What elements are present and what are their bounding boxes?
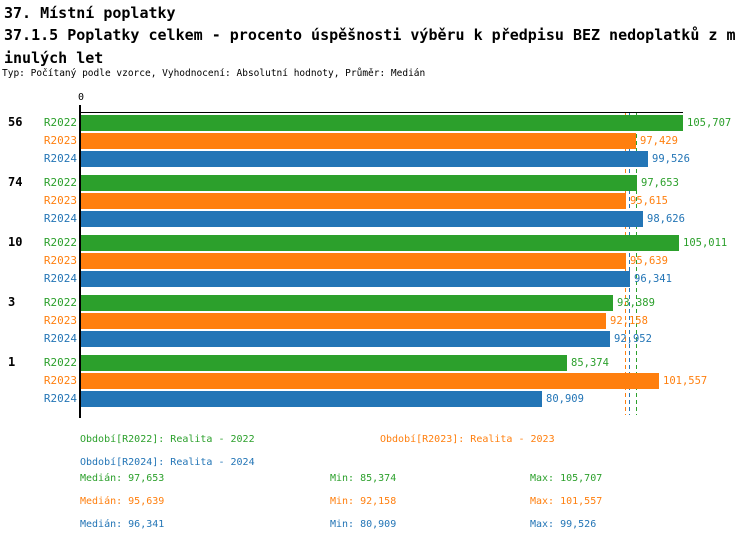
chart-title-line3: inulých let: [4, 49, 104, 67]
group-label-56: 56: [8, 115, 23, 129]
bar-r2024-group-3: [81, 331, 610, 347]
bar-value-r2024-group-74: 98,626: [647, 213, 685, 225]
bar-r2022-group-74: [81, 175, 637, 191]
row-label-r2023-group-74: R2023: [43, 194, 77, 207]
bar-value-r2024-group-1: 80,909: [546, 393, 584, 405]
x-axis-zero-tick-label: 0: [77, 92, 85, 103]
legend-item-r2023: Období[R2023]: Realita - 2023: [380, 434, 555, 445]
median-line-r2022: [636, 113, 637, 415]
bar-value-r2024-group-56: 99,526: [652, 153, 690, 165]
stat-min-r2022: Min: 85,374: [330, 473, 397, 484]
legend-item-r2022: Období[R2022]: Realita - 2022: [80, 434, 255, 445]
bar-r2024-group-1: [81, 391, 542, 407]
row-label-r2023-group-3: R2023: [43, 314, 77, 327]
bar-r2024-group-56: [81, 151, 648, 167]
row-label-r2023-group-56: R2023: [43, 134, 77, 147]
x-axis-zero-tick: [79, 105, 81, 113]
chart-title-line1: 37. Místní poplatky: [4, 4, 176, 22]
stat-median-r2023: Medián: 95,639: [80, 496, 165, 507]
bar-r2022-group-10: [81, 235, 679, 251]
row-label-r2022-group-56: R2022: [43, 116, 77, 129]
stat-median-r2024: Medián: 96,341: [80, 519, 165, 530]
bar-r2023-group-74: [81, 193, 626, 209]
median-line-r2024: [629, 113, 630, 415]
stat-min-r2024: Min: 80,909: [330, 519, 397, 530]
row-label-r2023-group-1: R2023: [43, 374, 77, 387]
bar-r2022-group-3: [81, 295, 613, 311]
bar-value-r2022-group-56: 105,707: [687, 117, 732, 129]
y-axis-line: [79, 112, 81, 418]
bar-r2023-group-1: [81, 373, 659, 389]
legend-item-r2024: Období[R2024]: Realita - 2024: [80, 457, 255, 468]
stat-min-r2023: Min: 92,158: [330, 496, 397, 507]
bar-value-r2022-group-10: 105,011: [683, 237, 728, 249]
bar-value-r2023-group-74: 95,615: [630, 195, 668, 207]
stat-max-r2023: Max: 101,557: [530, 496, 603, 507]
stat-median-r2022: Medián: 97,653: [80, 473, 165, 484]
bar-r2023-group-10: [81, 253, 626, 269]
x-axis-line: [80, 112, 683, 113]
bar-value-r2023-group-56: 97,429: [640, 135, 678, 147]
bar-r2024-group-10: [81, 271, 630, 287]
bar-value-r2022-group-1: 85,374: [571, 357, 609, 369]
bar-value-r2023-group-10: 95,639: [630, 255, 668, 267]
row-label-r2022-group-74: R2022: [43, 176, 77, 189]
row-label-r2024-group-1: R2024: [43, 392, 77, 405]
bar-value-r2024-group-3: 92,952: [614, 333, 652, 345]
bar-value-r2022-group-3: 93,389: [617, 297, 655, 309]
bar-r2022-group-56: [81, 115, 683, 131]
row-label-r2022-group-3: R2022: [43, 296, 77, 309]
row-label-r2024-group-56: R2024: [43, 152, 77, 165]
bar-r2023-group-3: [81, 313, 606, 329]
bar-value-r2023-group-1: 101,557: [663, 375, 708, 387]
row-label-r2024-group-10: R2024: [43, 272, 77, 285]
stat-max-r2024: Max: 99,526: [530, 519, 597, 530]
bar-value-r2022-group-74: 97,653: [641, 177, 679, 189]
row-label-r2022-group-10: R2022: [43, 236, 77, 249]
stat-max-r2022: Max: 105,707: [530, 473, 603, 484]
group-label-74: 74: [8, 175, 23, 189]
row-label-r2024-group-74: R2024: [43, 212, 77, 225]
bar-value-r2023-group-3: 92,158: [610, 315, 648, 327]
group-label-3: 3: [8, 295, 16, 309]
row-label-r2023-group-10: R2023: [43, 254, 77, 267]
group-label-1: 1: [8, 355, 16, 369]
bar-r2022-group-1: [81, 355, 567, 371]
group-label-10: 10: [8, 235, 23, 249]
bar-r2024-group-74: [81, 211, 643, 227]
chart-title-line2: 37.1.5 Poplatky celkem - procento úspěšn…: [4, 26, 736, 44]
row-label-r2022-group-1: R2022: [43, 356, 77, 369]
bar-r2023-group-56: [81, 133, 636, 149]
row-label-r2024-group-3: R2024: [43, 332, 77, 345]
bar-value-r2024-group-10: 96,341: [634, 273, 672, 285]
chart-meta: Typ: Počítaný podle vzorce, Vyhodnocení:…: [2, 68, 426, 79]
